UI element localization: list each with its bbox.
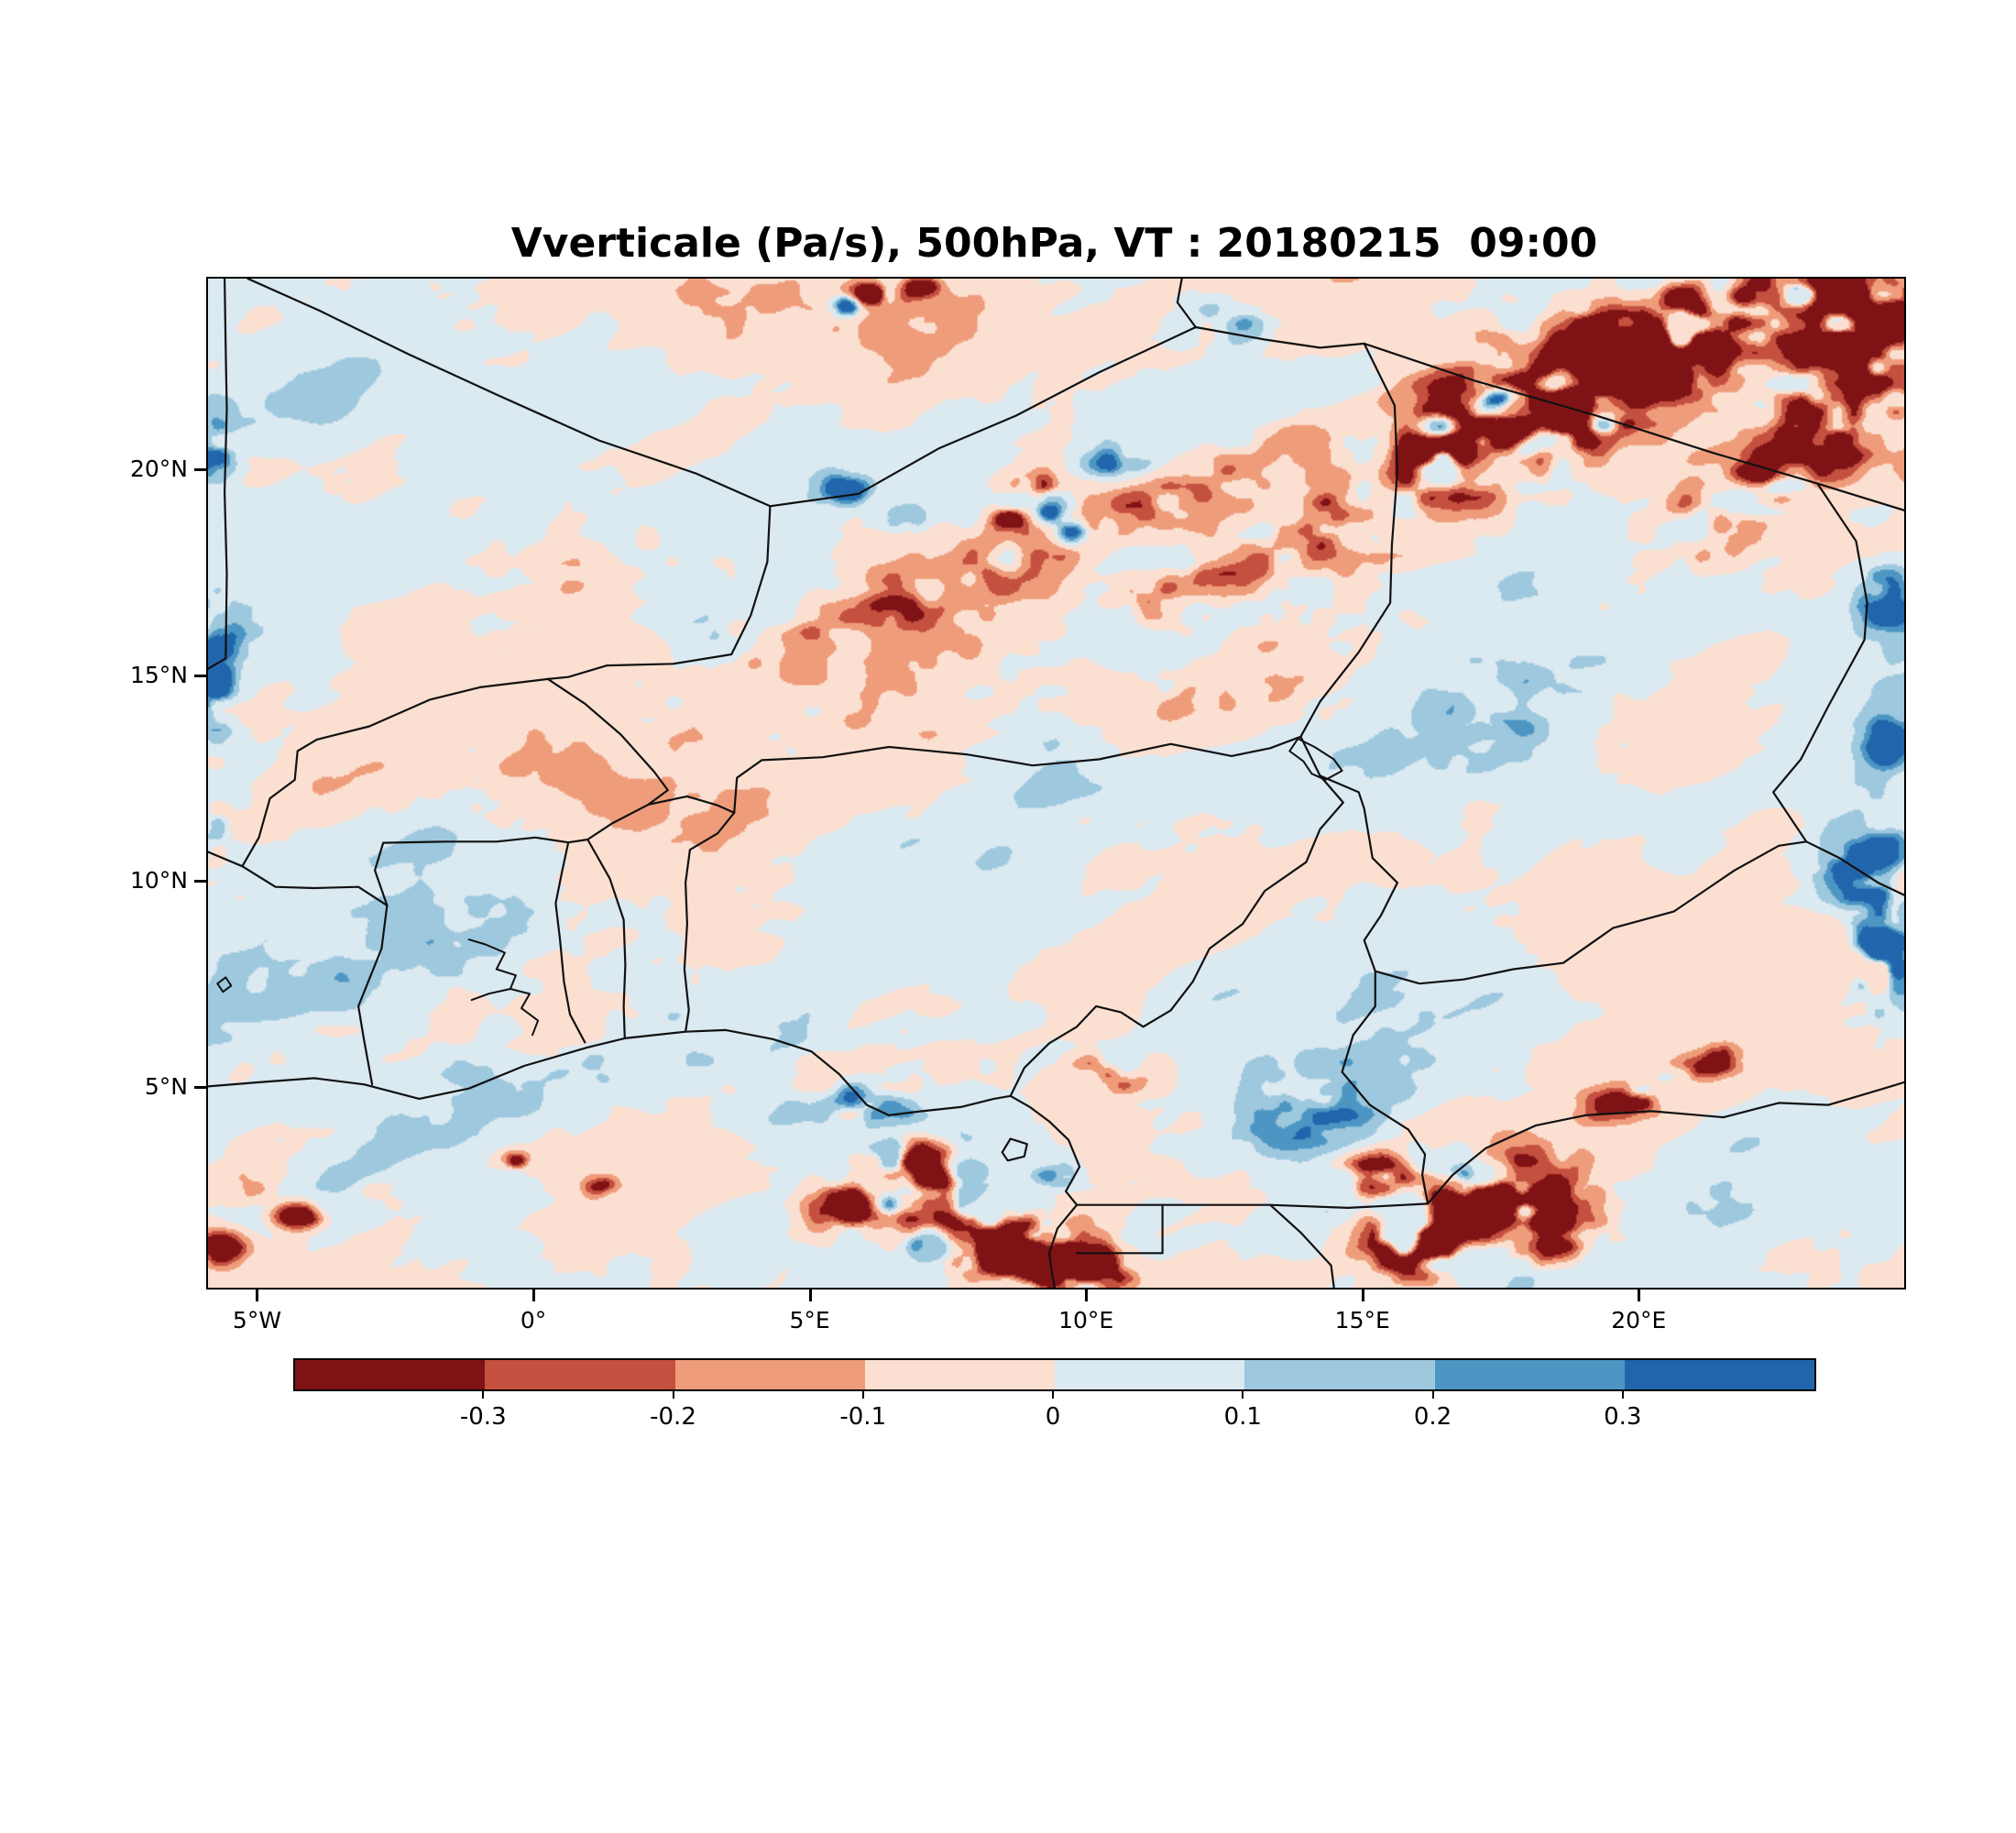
- colorbar-tick: [672, 1390, 674, 1399]
- country-border-line: [208, 279, 228, 670]
- x-axis-tick-label: 5°E: [789, 1307, 830, 1334]
- country-border-line: [1374, 840, 1808, 985]
- y-axis-tick-label: 15°N: [129, 661, 188, 688]
- y-axis-tick-label: 10°N: [129, 867, 188, 895]
- colorbar-tick: [1621, 1390, 1624, 1399]
- country-border-line: [1427, 1081, 1904, 1205]
- colorbar-segment: [1624, 1360, 1814, 1389]
- colorbar-segment: [485, 1360, 675, 1389]
- chart-title: Vverticale (Pa/s), 500hPa, VT : 20180215…: [510, 220, 1598, 267]
- country-border-line: [733, 735, 1302, 814]
- x-axis-tick-label: 5°W: [232, 1307, 282, 1334]
- country-border-line: [1805, 840, 1904, 896]
- country-border-line: [1772, 482, 1868, 843]
- country-border-line: [769, 325, 1197, 508]
- vertical-velocity-field: [208, 279, 1904, 1288]
- colorbar-segment: [864, 1360, 1055, 1389]
- country-border-line: [554, 841, 586, 1044]
- x-axis-tick-label: 0°: [520, 1307, 547, 1334]
- y-axis-tick: [194, 880, 206, 884]
- colorbar-tick-label: -0.3: [459, 1403, 507, 1431]
- colorbar-tick: [482, 1390, 485, 1399]
- country-border-line: [1299, 342, 1398, 738]
- colorbar-segment: [1055, 1360, 1245, 1389]
- colorbar-tick-label: 0: [1045, 1403, 1061, 1431]
- country-border-line: [546, 505, 772, 680]
- country-border-line: [1009, 735, 1344, 1097]
- y-axis-tick: [194, 1085, 206, 1089]
- x-axis-tick: [256, 1290, 259, 1301]
- y-axis-tick: [194, 468, 206, 472]
- x-axis-tick-label: 10°E: [1058, 1307, 1114, 1334]
- country-border-line: [567, 803, 650, 844]
- country-border-line: [241, 677, 549, 868]
- x-axis-tick: [532, 1290, 536, 1301]
- lake-outline: [216, 976, 233, 993]
- country-border-line: [546, 677, 669, 806]
- country-border-line: [1076, 1203, 1164, 1255]
- country-border-line: [382, 836, 570, 844]
- country-border-line: [1341, 970, 1430, 1205]
- colorbar-tick-label: 0.1: [1223, 1403, 1262, 1431]
- colorbar-tick: [1242, 1390, 1244, 1399]
- country-border-line: [586, 838, 627, 1039]
- y-axis-tick-label: 20°N: [129, 456, 188, 483]
- x-axis-tick: [1638, 1290, 1641, 1301]
- country-border-line: [247, 279, 772, 508]
- country-border-line: [1076, 1202, 1430, 1209]
- lake-outline: [467, 938, 540, 1037]
- x-axis-tick: [808, 1290, 812, 1301]
- map-plot: [206, 277, 1906, 1290]
- lake-outline: [470, 988, 511, 1002]
- country-border-line: [647, 795, 736, 814]
- colorbar-tick-label: 0.3: [1604, 1403, 1642, 1431]
- x-axis-tick-label: 20°E: [1611, 1307, 1667, 1334]
- country-border-line: [208, 1028, 1081, 1288]
- colorbar-segment: [1434, 1360, 1625, 1389]
- country-border-line: [208, 851, 389, 906]
- country-border-line: [357, 841, 389, 1086]
- colorbar-tick: [1431, 1390, 1434, 1399]
- x-axis-tick: [1085, 1290, 1089, 1301]
- y-axis-tick-label: 5°N: [144, 1072, 188, 1100]
- country-border-line: [1001, 1137, 1028, 1162]
- colorbar: [293, 1358, 1816, 1391]
- colorbar-tick-label: -0.2: [650, 1403, 696, 1431]
- country-borders: [208, 279, 1904, 1288]
- x-axis-tick-label: 15°E: [1334, 1307, 1390, 1334]
- country-border-line: [1319, 774, 1398, 972]
- country-border-line: [1194, 325, 1904, 511]
- colorbar-segment: [674, 1360, 865, 1389]
- x-axis-tick: [1361, 1290, 1364, 1301]
- y-axis-tick: [194, 674, 206, 677]
- colorbar-tick-label: 0.2: [1413, 1403, 1452, 1431]
- colorbar-segment: [1244, 1360, 1435, 1389]
- country-border-line: [1269, 1203, 1335, 1288]
- lake-outline: [1288, 738, 1343, 781]
- country-border-line: [683, 811, 736, 1033]
- colorbar-tick: [861, 1390, 864, 1399]
- country-border-line: [1176, 279, 1197, 329]
- colorbar-segment: [295, 1360, 486, 1389]
- colorbar-tick-label: -0.1: [839, 1403, 887, 1431]
- colorbar-tick: [1052, 1390, 1054, 1399]
